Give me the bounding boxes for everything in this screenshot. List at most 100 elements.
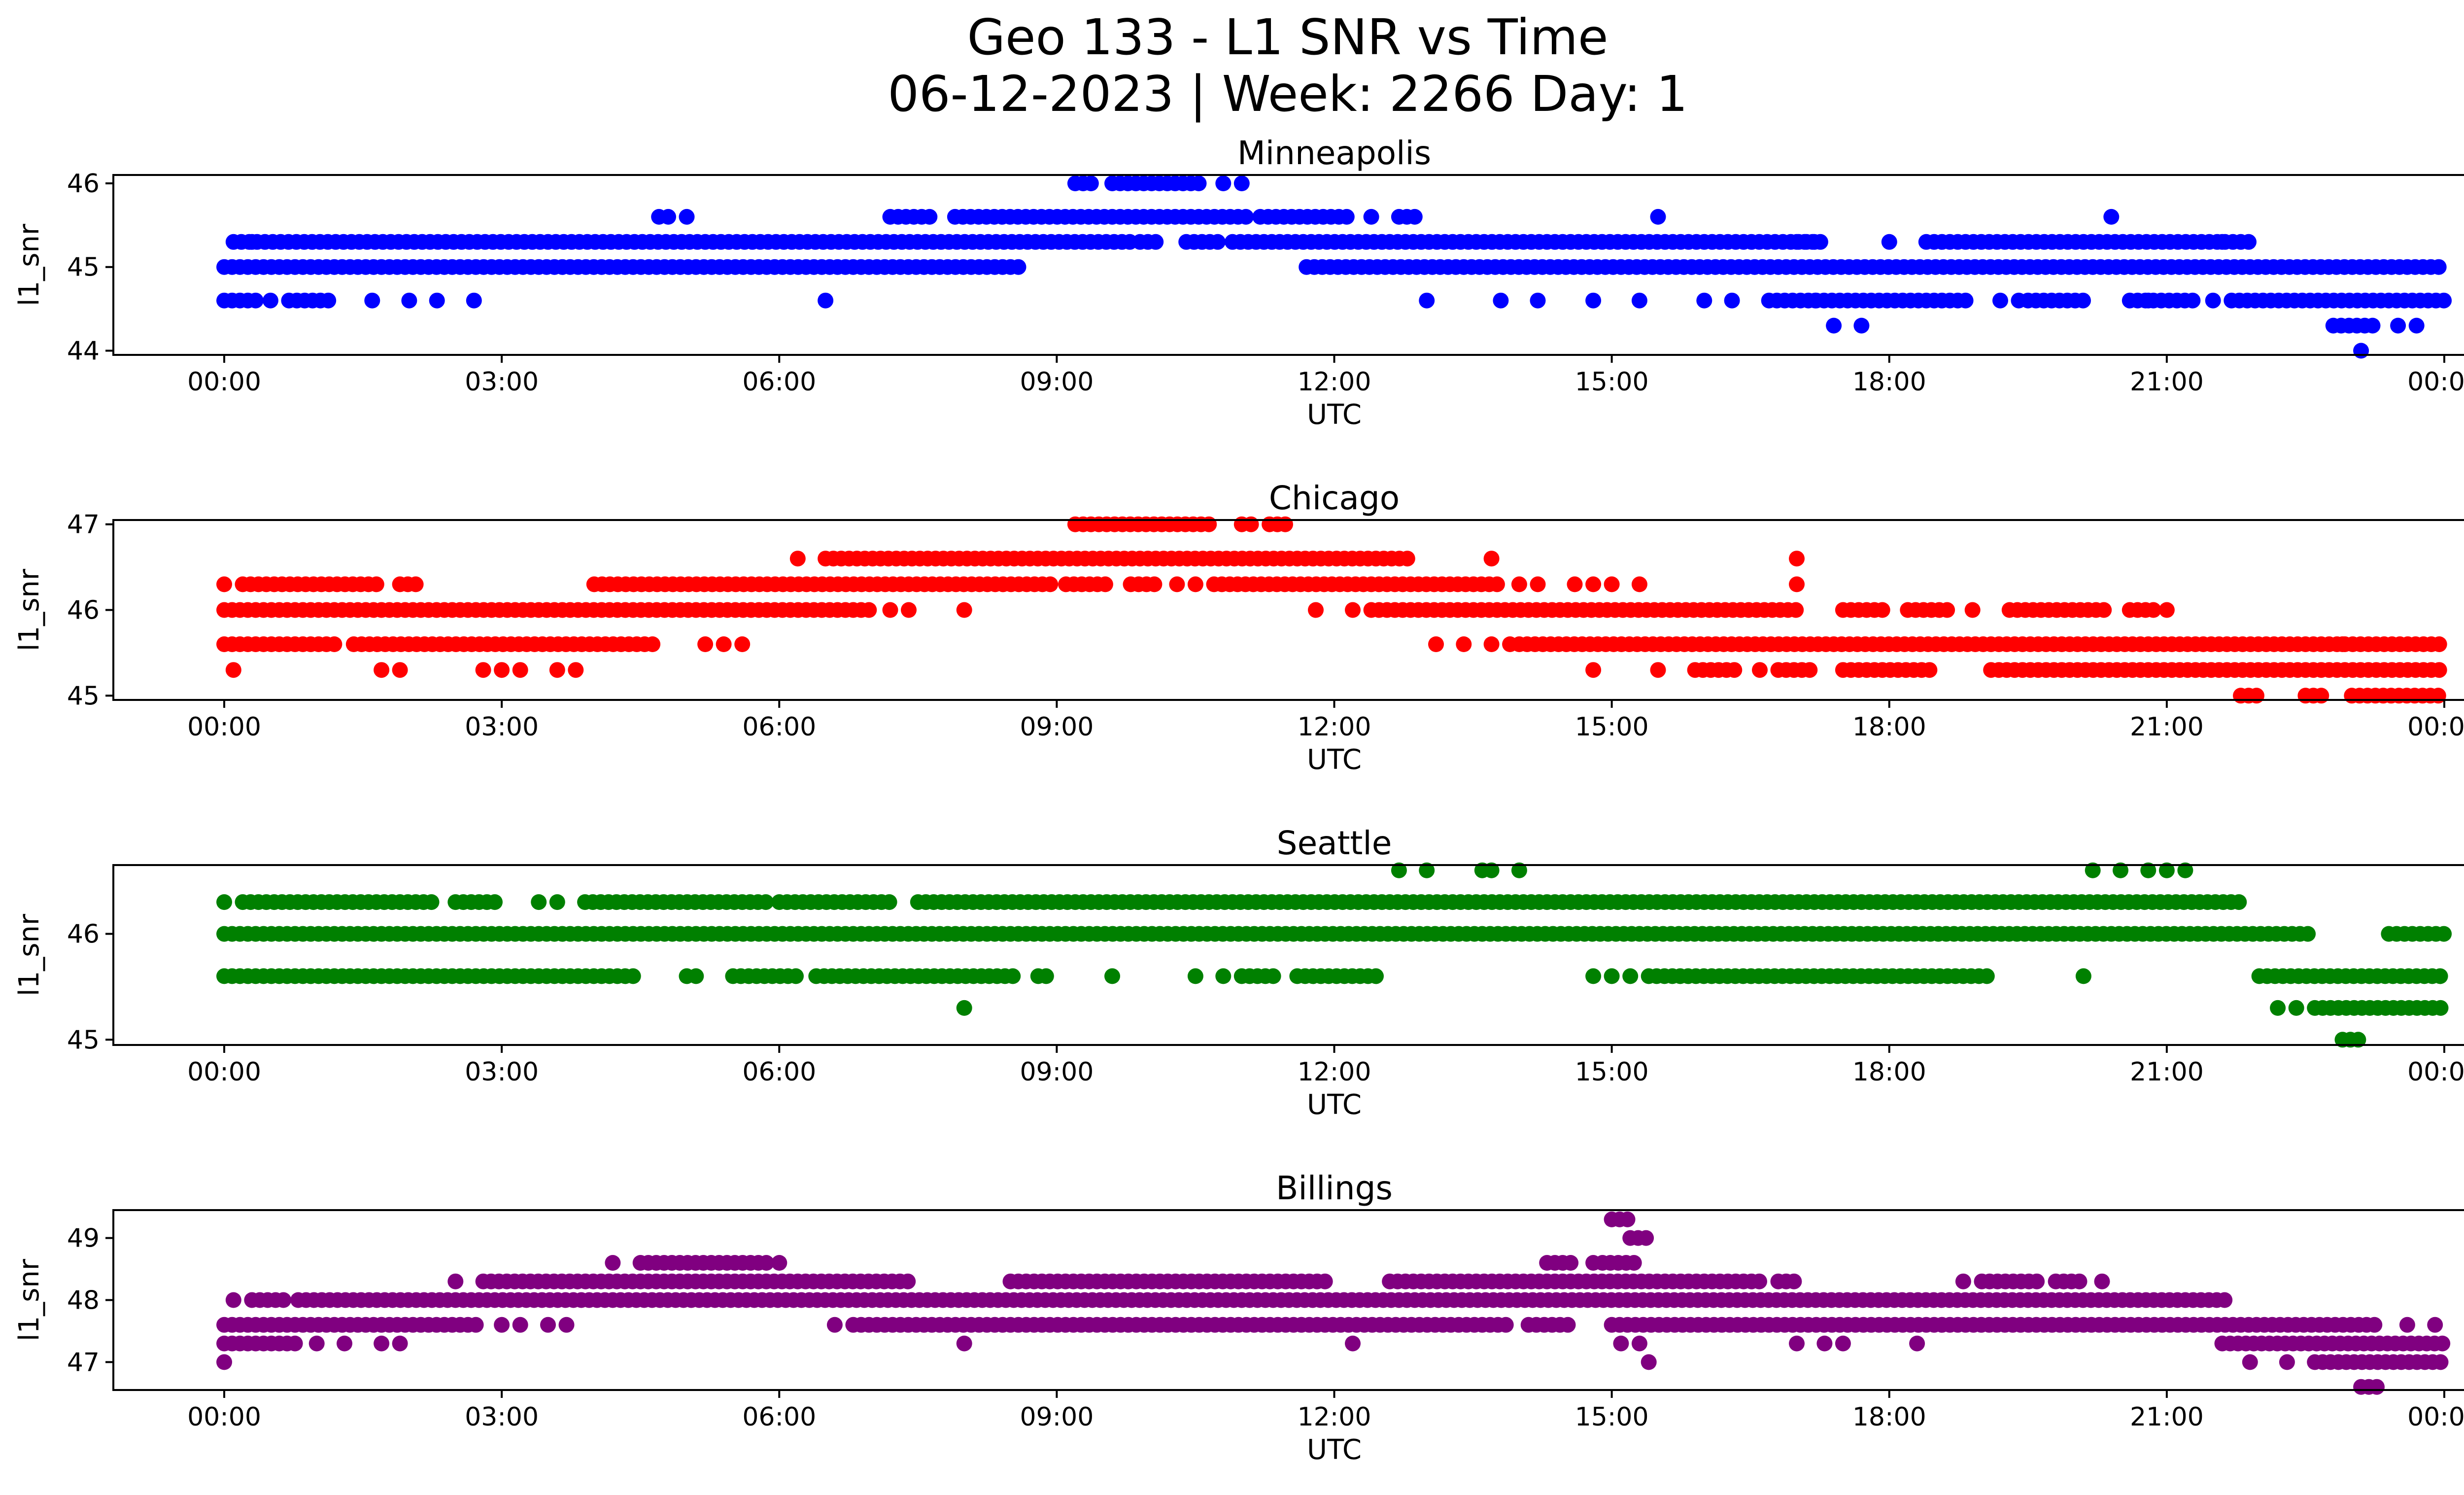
data-point — [1789, 1335, 1805, 1352]
x-tick-label: 00:00 — [2407, 1402, 2464, 1432]
data-point — [1238, 209, 1254, 225]
data-point — [861, 602, 877, 618]
data-point — [716, 636, 732, 652]
data-point — [2364, 317, 2381, 334]
data-point — [1191, 175, 1207, 191]
data-point — [2085, 862, 2101, 878]
data-point — [2431, 662, 2447, 678]
x-tick-label: 15:00 — [1575, 712, 1649, 742]
x-axis-label: UTC — [1307, 1434, 1362, 1466]
y-tick-label: 46 — [67, 596, 100, 626]
data-point — [2366, 1317, 2383, 1333]
data-point — [697, 636, 714, 652]
data-point — [2350, 1032, 2366, 1048]
data-point — [337, 1335, 352, 1352]
data-point — [1788, 602, 1804, 618]
data-point — [605, 1255, 621, 1271]
data-point — [1428, 636, 1444, 652]
data-point — [1881, 234, 1897, 250]
x-tick-label: 03:00 — [465, 1402, 539, 1432]
data-point — [1939, 602, 1955, 618]
y-tick-label: 45 — [67, 253, 100, 282]
data-point — [1233, 175, 1250, 191]
data-point — [512, 662, 528, 678]
data-point — [2185, 292, 2201, 309]
data-point — [326, 636, 342, 652]
data-point — [688, 968, 704, 984]
subplot-billings: Billings 00:00 03:00 06:00 09:00 12:00 15:00 18… — [13, 1169, 2464, 1466]
data-point — [1148, 234, 1164, 250]
data-point — [466, 292, 482, 309]
x-tick-label: 03:00 — [465, 1057, 539, 1087]
x-axis-label: UTC — [1307, 1089, 1362, 1121]
data-point — [1187, 968, 1203, 984]
y-tick-label: 49 — [67, 1224, 100, 1253]
data-point — [287, 1335, 303, 1352]
data-point — [540, 1317, 556, 1333]
data-point — [882, 602, 898, 618]
data-point — [1585, 968, 1602, 984]
data-point — [1406, 209, 1423, 225]
data-point — [1391, 862, 1407, 878]
data-point — [2270, 1000, 2286, 1016]
data-point — [216, 1354, 232, 1370]
data-point — [1511, 576, 1527, 592]
data-point — [1751, 1273, 1767, 1289]
data-point — [1826, 317, 1842, 334]
data-point — [1585, 1255, 1602, 1271]
subplot-seattle: Seattle 00:00 03:00 06:00 09:00 12:00 15:00 18:… — [13, 824, 2464, 1121]
data-point — [1631, 1335, 1647, 1352]
data-point — [734, 636, 751, 652]
x-tick-label: 15:00 — [1575, 1402, 1649, 1432]
y-tick-label: 44 — [67, 337, 100, 366]
data-point — [1696, 292, 1712, 309]
data-point — [275, 1292, 292, 1308]
x-tick-label: 21:00 — [2130, 712, 2204, 742]
data-point — [1005, 968, 1021, 984]
x-tick-label: 09:00 — [1020, 1057, 1094, 1087]
data-point — [2177, 862, 2193, 878]
data-point — [679, 209, 695, 225]
data-point — [408, 576, 424, 592]
y-tick-label: 47 — [67, 510, 100, 540]
data-point — [1038, 968, 1054, 984]
data-point — [392, 1335, 408, 1352]
y-tick-label: 47 — [67, 1348, 100, 1377]
x-tick-label: 21:00 — [2130, 367, 2204, 397]
data-point — [789, 551, 806, 567]
data-point — [1650, 209, 1666, 225]
data-point — [2369, 1379, 2385, 1395]
data-point — [1483, 636, 1500, 652]
data-point — [2353, 343, 2369, 359]
data-point — [1010, 259, 1027, 275]
data-point — [1215, 968, 1232, 984]
data-point — [392, 662, 408, 678]
data-point — [1308, 602, 1324, 618]
data-point — [771, 1255, 787, 1271]
data-point — [2436, 926, 2452, 942]
data-point — [2011, 292, 2027, 309]
x-tick-label: 03:00 — [465, 367, 539, 397]
data-point — [1277, 516, 1293, 532]
data-point — [625, 968, 641, 984]
x-tick-label: 09:00 — [1020, 367, 1094, 397]
data-point — [2249, 688, 2264, 704]
data-point — [2158, 602, 2175, 618]
data-point — [1243, 516, 1259, 532]
data-point — [225, 662, 241, 678]
data-point — [2113, 862, 2128, 878]
x-tick-label: 00:00 — [187, 1057, 261, 1087]
data-point — [549, 894, 565, 910]
data-point — [429, 292, 445, 309]
data-point — [1493, 292, 1509, 309]
data-point — [1210, 234, 1226, 250]
data-point — [1724, 292, 1740, 309]
data-point — [1489, 576, 1505, 592]
y-axis-label: l1_snr — [13, 913, 45, 996]
data-point — [1502, 636, 1518, 652]
figure-title-line2: 06-12-2023 | Week: 2266 Day: 1 — [888, 65, 1687, 123]
data-point — [901, 602, 917, 618]
data-point — [320, 292, 337, 309]
data-point — [1909, 1335, 1925, 1352]
